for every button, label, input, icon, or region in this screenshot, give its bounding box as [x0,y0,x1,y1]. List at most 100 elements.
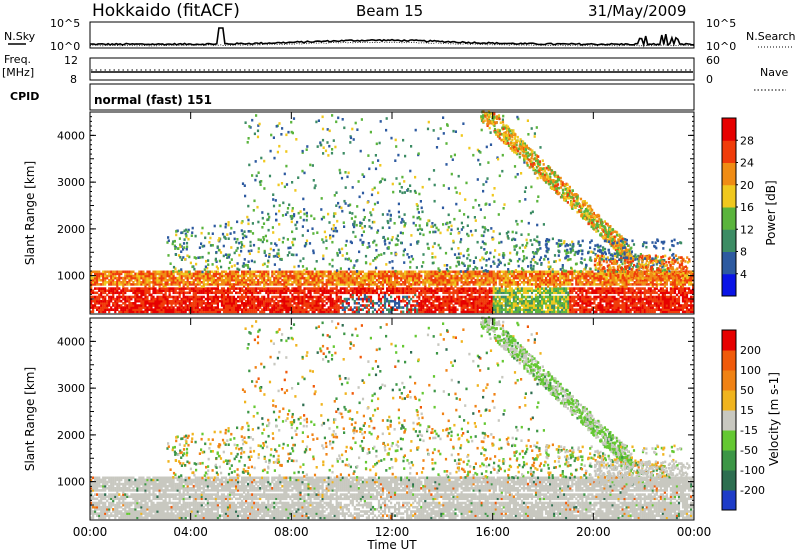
data-cell [386,297,389,301]
data-cell [152,283,155,286]
nsearch-label: N.Search [746,30,796,43]
data-cell [408,299,411,303]
data-cell [154,278,157,282]
data-cell [665,295,668,299]
data-cell [174,270,177,274]
data-cell [500,278,503,282]
data-cell [408,295,411,299]
data-cell [128,299,131,303]
data-cell [263,287,266,290]
data-cell [94,272,97,276]
data-cell [281,297,284,301]
data-cell [528,270,532,274]
data-cell [482,308,485,311]
data-cell [369,270,373,274]
data-cell [396,283,399,286]
data-cell [369,302,373,305]
data-cell [522,299,526,303]
data-cell [528,302,532,305]
data-cell [472,310,475,314]
data-cell [349,278,352,282]
data-cell [386,272,389,276]
data-cell [180,302,183,305]
data-cell [597,306,600,309]
data-cell [462,281,465,284]
data-cell [422,295,425,299]
data-cell [651,304,654,307]
data-cell [289,272,292,276]
data-cell [633,302,636,305]
data-cell [110,278,113,282]
data-cell [196,295,199,299]
data-cell [671,308,675,311]
data-cell [599,289,602,292]
data-cell [210,274,213,278]
data-cell [424,283,427,286]
data-cell [241,276,244,280]
data-cell [573,297,576,301]
data-cell [98,306,101,309]
data-cell [269,276,272,280]
data-cell [263,281,266,284]
data-cell [291,281,294,284]
data-cell [309,297,312,301]
data-cell [539,272,542,276]
data-cell [222,310,226,314]
data-cell [124,289,127,292]
data-cell [178,302,181,305]
data-cell [104,299,107,303]
data-cell [601,272,604,276]
data-cell [269,304,272,307]
data-cell [448,299,451,303]
data-cell [305,278,308,282]
data-cell [454,291,457,295]
data-cell [200,310,203,314]
data-cell [629,297,632,301]
data-cell [569,297,572,301]
data-cell [571,274,574,278]
data-cell [607,299,610,303]
data-cell [142,304,145,307]
data-cell [293,287,296,290]
data-cell [460,297,463,301]
data-cell [186,276,189,280]
data-cell [633,304,636,307]
data-cell [625,287,628,290]
data-cell [504,297,507,301]
data-cell [444,287,447,290]
data-cell [549,287,552,290]
data-cell [591,283,594,286]
data-cell [194,289,197,292]
data-cell [235,308,238,311]
data-cell [148,291,151,295]
data-cell [321,304,324,307]
data-cell [567,278,570,282]
data-cell [643,278,646,282]
data-cell [432,281,435,284]
data-cell [621,308,624,311]
data-cell [508,289,511,292]
data-cell [124,278,127,282]
data-cell [224,310,228,314]
data-cell [400,274,403,278]
data-cell [585,283,588,286]
data-cell [228,287,232,290]
data-cell [92,291,95,295]
data-cell [410,304,413,307]
data-cell [160,302,163,305]
data-cell [263,308,266,311]
data-cell [96,272,99,276]
data-cell [526,295,530,299]
data-cell [426,281,429,284]
data-cell [504,270,507,274]
data-cell [251,287,254,290]
data-cell [313,302,316,305]
data-cell [431,252,434,255]
data-cell [456,272,459,276]
data-cell [214,310,217,314]
data-cell [486,272,489,276]
data-cell [541,310,544,314]
data-cell [484,274,487,278]
data-cell [237,295,240,299]
data-cell [126,272,129,276]
